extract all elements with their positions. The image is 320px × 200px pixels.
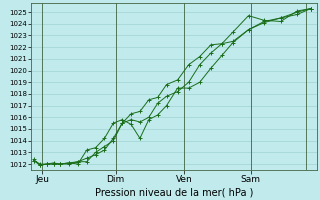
- X-axis label: Pression niveau de la mer( hPa ): Pression niveau de la mer( hPa ): [95, 187, 253, 197]
